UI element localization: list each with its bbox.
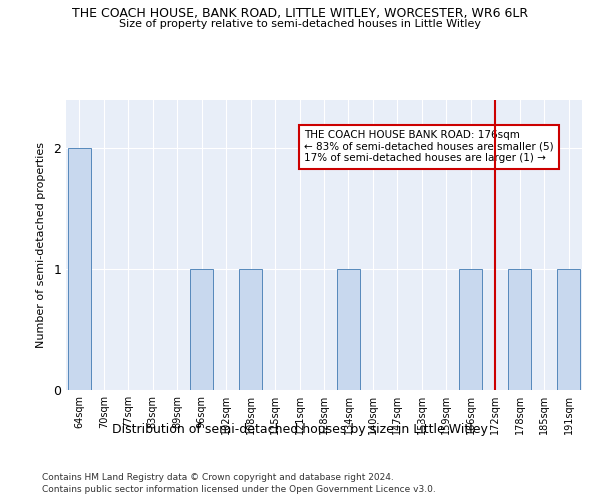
Bar xyxy=(190,269,214,390)
Text: Distribution of semi-detached houses by size in Little Witley: Distribution of semi-detached houses by … xyxy=(112,422,488,436)
Text: Contains public sector information licensed under the Open Government Licence v3: Contains public sector information licen… xyxy=(42,485,436,494)
Text: Size of property relative to semi-detached houses in Little Witley: Size of property relative to semi-detach… xyxy=(119,19,481,29)
Bar xyxy=(239,269,262,390)
Text: THE COACH HOUSE BANK ROAD: 176sqm
← 83% of semi-detached houses are smaller (5)
: THE COACH HOUSE BANK ROAD: 176sqm ← 83% … xyxy=(304,130,554,164)
Bar xyxy=(557,269,580,390)
Text: THE COACH HOUSE, BANK ROAD, LITTLE WITLEY, WORCESTER, WR6 6LR: THE COACH HOUSE, BANK ROAD, LITTLE WITLE… xyxy=(72,8,528,20)
Bar xyxy=(459,269,482,390)
Bar xyxy=(337,269,360,390)
Bar xyxy=(508,269,531,390)
Y-axis label: Number of semi-detached properties: Number of semi-detached properties xyxy=(36,142,46,348)
Bar xyxy=(68,148,91,390)
Text: Contains HM Land Registry data © Crown copyright and database right 2024.: Contains HM Land Registry data © Crown c… xyxy=(42,472,394,482)
